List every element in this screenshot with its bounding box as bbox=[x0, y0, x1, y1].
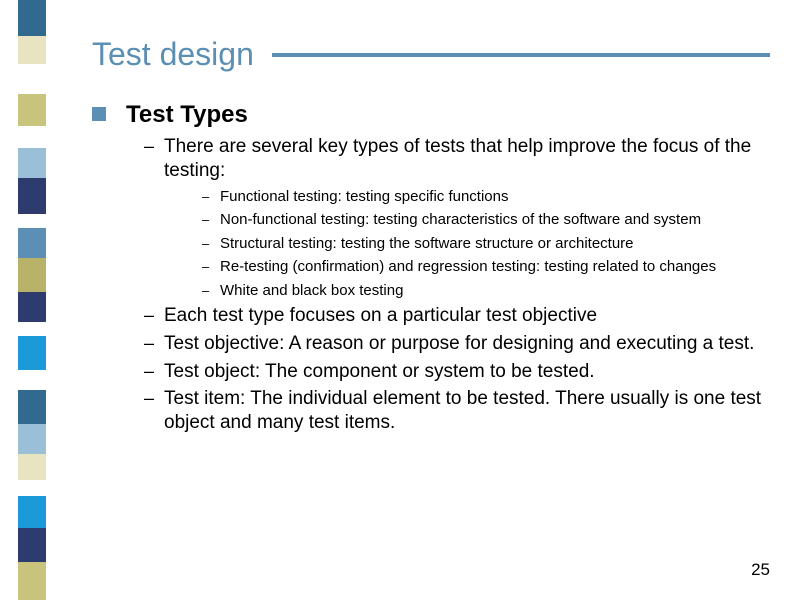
dash-icon: – bbox=[144, 333, 164, 354]
dash-icon: – bbox=[144, 136, 164, 157]
list-item-level3: – Functional testing: testing specific f… bbox=[202, 187, 770, 207]
dash-icon: – bbox=[144, 305, 164, 326]
list-item-level2: – Test objective: A reason or purpose fo… bbox=[144, 332, 770, 356]
deco-stripe bbox=[18, 94, 46, 126]
level2-text: Test item: The individual element to be … bbox=[164, 387, 770, 435]
deco-stripe bbox=[18, 126, 46, 148]
list-item-level2: – Test item: The individual element to b… bbox=[144, 387, 770, 435]
deco-stripe bbox=[18, 214, 46, 228]
dash-icon: – bbox=[202, 236, 220, 251]
deco-stripe bbox=[18, 336, 46, 370]
deco-stripe bbox=[18, 178, 46, 214]
dash-icon: – bbox=[202, 189, 220, 204]
level2-text: Each test type focuses on a particular t… bbox=[164, 304, 597, 328]
deco-stripe bbox=[18, 258, 46, 292]
level1-text: Test Types bbox=[126, 101, 248, 129]
level3-text: Functional testing: testing specific fun… bbox=[220, 187, 509, 207]
bullet-list: Test Types – There are several key types… bbox=[92, 101, 770, 435]
slide-title: Test design bbox=[92, 36, 254, 73]
list-item-level3: – Re-testing (confirmation) and regressi… bbox=[202, 257, 770, 277]
level2-text: Test objective: A reason or purpose for … bbox=[164, 332, 754, 356]
list-item-level3: – Structural testing: testing the softwa… bbox=[202, 234, 770, 254]
title-rule bbox=[272, 53, 770, 57]
level3-text: Re-testing (confirmation) and regression… bbox=[220, 257, 716, 277]
deco-stripe bbox=[18, 390, 46, 424]
level2-text: Test object: The component or system to … bbox=[164, 360, 595, 384]
level3-text: White and black box testing bbox=[220, 281, 403, 301]
deco-stripe bbox=[18, 562, 46, 600]
list-item-level2: – Test object: The component or system t… bbox=[144, 360, 770, 384]
deco-stripe bbox=[18, 454, 46, 480]
side-decoration bbox=[0, 0, 60, 600]
title-row: Test design bbox=[92, 36, 770, 73]
dash-icon: – bbox=[144, 388, 164, 409]
level3-text: Structural testing: testing the software… bbox=[220, 234, 634, 254]
dash-icon: – bbox=[202, 283, 220, 298]
list-item-level1: Test Types bbox=[92, 101, 770, 129]
list-item-level3: – White and black box testing bbox=[202, 281, 770, 301]
dash-icon: – bbox=[144, 361, 164, 382]
dash-icon: – bbox=[202, 212, 220, 227]
deco-stripe bbox=[18, 228, 46, 258]
deco-stripe bbox=[18, 148, 46, 178]
deco-stripe bbox=[18, 0, 46, 36]
dash-icon: – bbox=[202, 259, 220, 274]
deco-stripe bbox=[18, 370, 46, 390]
slide-content: Test design Test Types – There are sever… bbox=[92, 36, 770, 439]
deco-stripe bbox=[18, 424, 46, 454]
level2-text: There are several key types of tests tha… bbox=[164, 135, 770, 183]
level3-text: Non-functional testing: testing characte… bbox=[220, 210, 701, 230]
deco-stripe bbox=[18, 528, 46, 562]
deco-stripe bbox=[18, 496, 46, 528]
page-number: 25 bbox=[751, 560, 770, 580]
list-item-level2: – Each test type focuses on a particular… bbox=[144, 304, 770, 328]
list-item-level2: – There are several key types of tests t… bbox=[144, 135, 770, 183]
deco-stripe bbox=[18, 292, 46, 322]
deco-stripe bbox=[18, 36, 46, 64]
square-bullet-icon bbox=[92, 107, 106, 121]
deco-stripe bbox=[18, 480, 46, 496]
deco-stripe bbox=[18, 64, 46, 94]
list-item-level3: – Non-functional testing: testing charac… bbox=[202, 210, 770, 230]
deco-stripe bbox=[18, 322, 46, 336]
